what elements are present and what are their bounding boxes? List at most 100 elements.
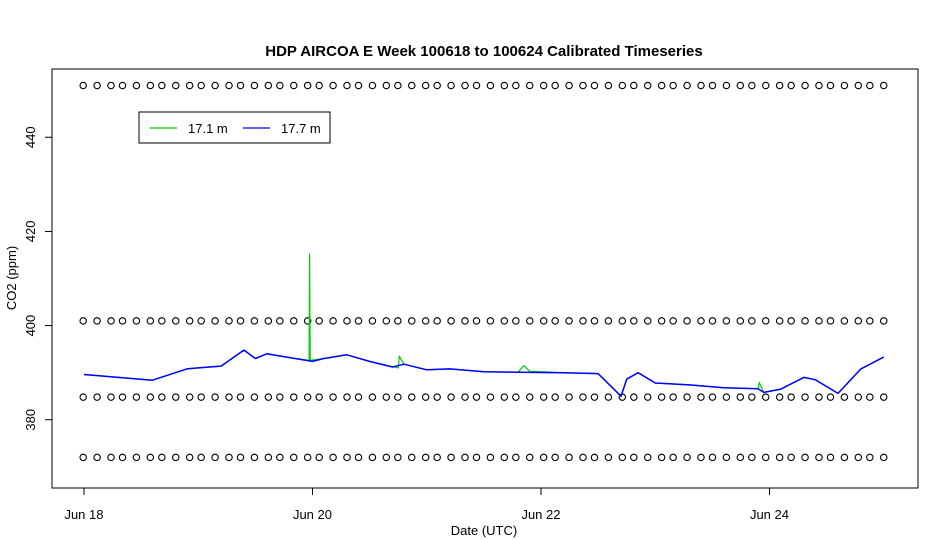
reference-point — [118, 317, 127, 325]
reference-point — [382, 317, 391, 325]
reference-point — [472, 453, 481, 462]
reference-point — [394, 317, 402, 325]
x-tick-label: Jun 20 — [293, 507, 332, 522]
reference-point — [158, 453, 166, 462]
reference-point — [368, 81, 377, 90]
reference-point — [748, 317, 756, 325]
reference-point — [708, 317, 717, 325]
reference-point — [879, 453, 888, 462]
reference-point — [250, 393, 259, 401]
reference-point — [382, 453, 391, 462]
reference-point — [866, 393, 874, 401]
reference-point — [565, 393, 573, 401]
reference-point — [866, 317, 874, 325]
reference-point — [197, 317, 205, 325]
reference-point — [630, 393, 638, 401]
reference-point — [382, 393, 391, 401]
reference-point — [276, 81, 284, 90]
reference-point — [132, 317, 141, 325]
reference-point — [421, 317, 430, 325]
reference-point — [211, 81, 219, 90]
reference-point — [172, 81, 180, 90]
reference-point — [79, 453, 87, 462]
reference-level-1 — [79, 81, 888, 90]
reference-point — [486, 81, 495, 90]
reference-point — [683, 453, 691, 462]
reference-point — [132, 453, 141, 462]
reference-point — [787, 453, 795, 462]
x-axis: Jun 18 Jun 20 Jun 22 Jun 24 — [64, 487, 789, 522]
reference-point — [250, 81, 259, 90]
reference-point — [118, 393, 127, 401]
reference-point — [447, 453, 455, 462]
reference-point — [840, 453, 849, 462]
reference-point — [879, 393, 888, 401]
reference-point — [315, 393, 323, 401]
reference-point — [787, 317, 795, 325]
reference-point — [643, 317, 652, 325]
reference-point — [461, 81, 469, 90]
reference-point — [590, 453, 599, 462]
reference-point — [394, 81, 402, 90]
reference-point — [146, 393, 155, 401]
reference-level-2 — [79, 317, 888, 325]
reference-point — [225, 393, 233, 401]
reference-point — [604, 81, 613, 90]
reference-point — [447, 81, 455, 90]
reference-point — [826, 393, 835, 401]
reference-point — [303, 317, 312, 325]
reference-point — [775, 393, 784, 401]
reference-point — [197, 393, 205, 401]
reference-point — [172, 393, 180, 401]
reference-point — [722, 81, 731, 90]
reference-point — [525, 453, 534, 462]
reference-point — [551, 81, 559, 90]
reference-point — [461, 317, 469, 325]
legend-label-17-1-m: 17.1 m — [188, 121, 228, 136]
y-axis-title: CO2 (ppm) — [4, 246, 19, 310]
reference-point — [761, 453, 770, 462]
reference-point — [315, 81, 323, 90]
reference-point — [197, 453, 205, 462]
reference-point — [512, 317, 520, 325]
reference-point — [447, 393, 455, 401]
reference-point — [368, 317, 377, 325]
reference-point — [107, 81, 115, 90]
reference-point — [722, 317, 731, 325]
reference-point — [486, 393, 495, 401]
reference-markers — [79, 81, 888, 462]
reference-point — [630, 81, 638, 90]
reference-point — [854, 453, 863, 462]
reference-point — [172, 453, 180, 462]
reference-point — [618, 453, 627, 462]
reference-point — [736, 317, 745, 325]
reference-point — [343, 317, 351, 325]
reference-point — [236, 453, 245, 462]
reference-point — [565, 453, 573, 462]
reference-point — [421, 453, 430, 462]
reference-point — [815, 317, 823, 325]
reference-point — [264, 317, 273, 325]
reference-point — [697, 453, 705, 462]
reference-point — [394, 453, 402, 462]
y-tick-label: 400 — [23, 315, 38, 337]
reference-point — [329, 453, 337, 462]
reference-point — [500, 393, 509, 401]
reference-point — [264, 453, 273, 462]
reference-point — [854, 393, 863, 401]
reference-point — [525, 81, 534, 90]
reference-point — [79, 317, 87, 325]
reference-point — [185, 81, 194, 90]
reference-point — [512, 453, 520, 462]
reference-point — [354, 393, 363, 401]
reference-point — [775, 317, 784, 325]
reference-point — [264, 393, 273, 401]
reference-point — [290, 393, 298, 401]
reference-point — [421, 81, 430, 90]
reference-point — [643, 453, 652, 462]
reference-point — [657, 453, 666, 462]
reference-point — [486, 453, 495, 462]
reference-point — [500, 453, 509, 462]
reference-point — [801, 81, 809, 90]
